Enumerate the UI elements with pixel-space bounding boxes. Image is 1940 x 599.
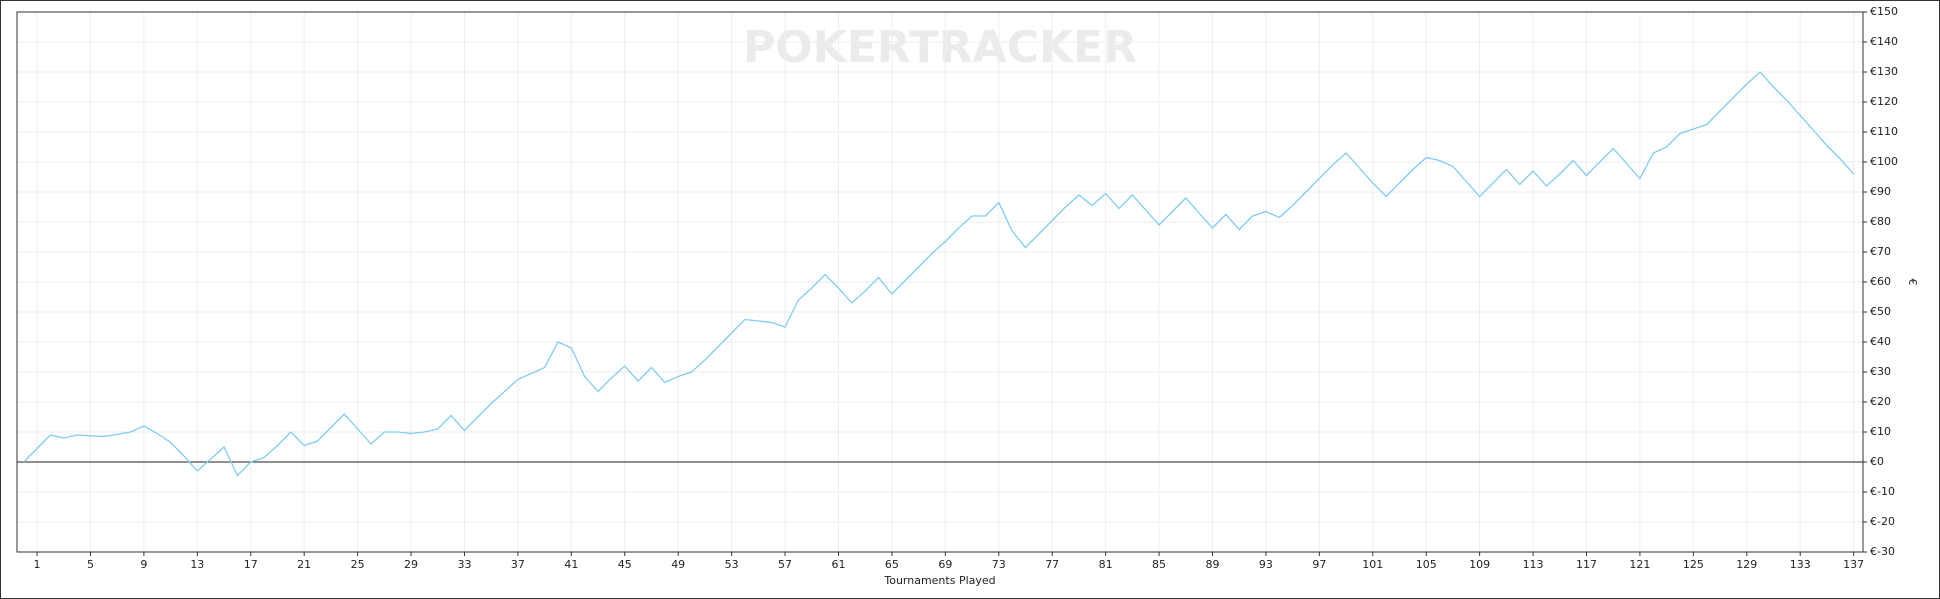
x-tick-label: 121 [1629, 558, 1650, 571]
x-tick-label: 137 [1843, 558, 1864, 571]
x-tick-label: 49 [671, 558, 685, 571]
y-tick-label: €30 [1870, 365, 1891, 378]
y-tick-label: €130 [1870, 65, 1898, 78]
x-tick-label: 61 [831, 558, 845, 571]
y-tick-label: €-20 [1870, 515, 1895, 528]
x-tick-label: 133 [1790, 558, 1811, 571]
y-tick-label: €-30 [1870, 545, 1895, 558]
y-tick-label: €110 [1870, 125, 1898, 138]
x-tick-label: 25 [351, 558, 365, 571]
x-tick-label: 101 [1362, 558, 1383, 571]
y-tick-label: €150 [1870, 5, 1898, 18]
y-tick-label: €10 [1870, 425, 1891, 438]
x-tick-label: 57 [778, 558, 792, 571]
x-tick-label: 17 [244, 558, 258, 571]
x-tick-label: 97 [1312, 558, 1326, 571]
y-axis-label: € [1906, 279, 1919, 286]
y-tick-label: €0 [1870, 455, 1884, 468]
x-tick-label: 21 [297, 558, 311, 571]
x-tick-label: 105 [1416, 558, 1437, 571]
x-tick-label: 93 [1259, 558, 1273, 571]
x-tick-label: 5 [87, 558, 94, 571]
x-tick-label: 1 [34, 558, 41, 571]
y-tick-label: €100 [1870, 155, 1898, 168]
x-tick-label: 41 [564, 558, 578, 571]
x-axis-label: Tournaments Played [883, 574, 995, 587]
plot-border [16, 11, 1864, 553]
y-tick-label: €120 [1870, 95, 1898, 108]
x-tick-label: 85 [1152, 558, 1166, 571]
y-tick-label: €70 [1870, 245, 1891, 258]
x-tick-label: 69 [938, 558, 952, 571]
watermark: POKERTRACKER [743, 22, 1137, 73]
x-tick-label: 13 [190, 558, 204, 571]
x-tick-label: 109 [1469, 558, 1490, 571]
x-tick-label: 45 [618, 558, 632, 571]
x-tick-label: 65 [885, 558, 899, 571]
y-tick-label: €60 [1870, 275, 1891, 288]
y-tick-label: €20 [1870, 395, 1891, 408]
x-tick-label: 113 [1523, 558, 1544, 571]
x-tick-label: 89 [1205, 558, 1219, 571]
x-tick-label: 9 [140, 558, 147, 571]
x-tick-label: 29 [404, 558, 418, 571]
x-tick-label: 77 [1045, 558, 1059, 571]
y-tick-label: €140 [1870, 35, 1898, 48]
y-tick-label: €-10 [1870, 485, 1895, 498]
y-tick-label: €90 [1870, 185, 1891, 198]
y-tick-label: €80 [1870, 215, 1891, 228]
x-tick-label: 117 [1576, 558, 1597, 571]
x-tick-label: 81 [1099, 558, 1113, 571]
x-tick-label: 129 [1736, 558, 1757, 571]
x-tick-label: 53 [725, 558, 739, 571]
y-tick-label: €40 [1870, 335, 1891, 348]
x-tick-label: 37 [511, 558, 525, 571]
series-line [23, 71, 1855, 477]
x-tick-label: 125 [1683, 558, 1704, 571]
x-tick-label: 73 [992, 558, 1006, 571]
y-tick-label: €50 [1870, 305, 1891, 318]
x-tick-label: 33 [457, 558, 471, 571]
